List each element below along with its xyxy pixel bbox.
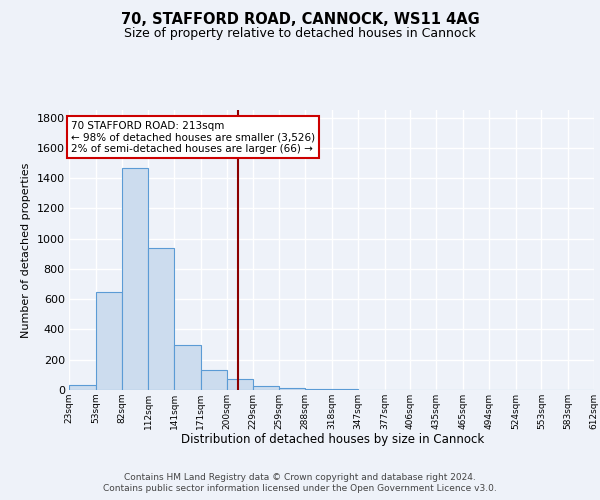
Bar: [253, 386, 280, 390]
Text: Size of property relative to detached houses in Cannock: Size of property relative to detached ho…: [124, 28, 476, 40]
Bar: [96, 292, 122, 390]
Bar: [122, 168, 148, 390]
Text: Contains public sector information licensed under the Open Government Licence v3: Contains public sector information licen…: [103, 484, 497, 493]
Text: Contains HM Land Registry data © Crown copyright and database right 2024.: Contains HM Land Registry data © Crown c…: [124, 472, 476, 482]
Text: 70, STAFFORD ROAD, CANNOCK, WS11 4AG: 70, STAFFORD ROAD, CANNOCK, WS11 4AG: [121, 12, 479, 28]
Bar: [148, 248, 174, 390]
Bar: [305, 389, 332, 390]
Text: 70 STAFFORD ROAD: 213sqm
← 98% of detached houses are smaller (3,526)
2% of semi: 70 STAFFORD ROAD: 213sqm ← 98% of detach…: [71, 120, 315, 154]
Bar: [69, 384, 96, 390]
Bar: [280, 388, 305, 390]
Bar: [227, 380, 253, 390]
Bar: [332, 389, 358, 390]
Bar: [174, 346, 201, 390]
Bar: [201, 370, 227, 390]
Text: Distribution of detached houses by size in Cannock: Distribution of detached houses by size …: [181, 432, 485, 446]
Y-axis label: Number of detached properties: Number of detached properties: [21, 162, 31, 338]
